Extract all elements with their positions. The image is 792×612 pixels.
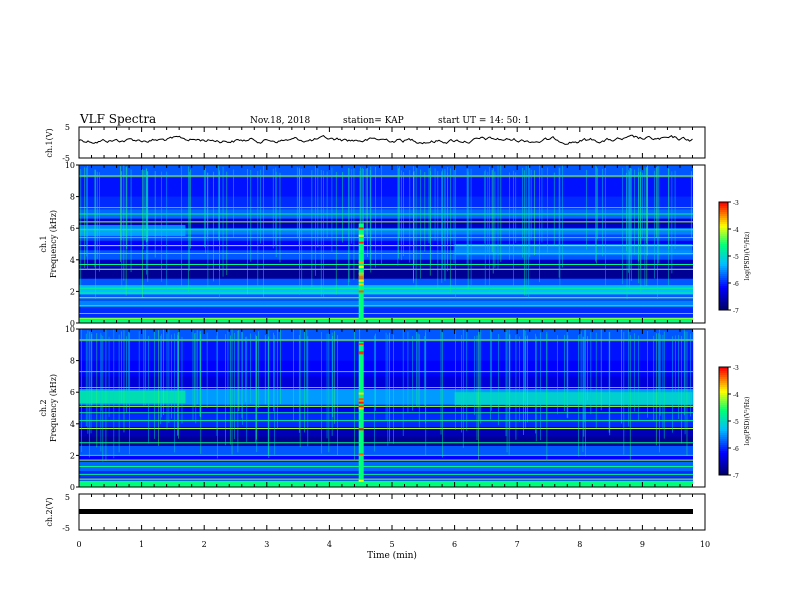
ch2-waveform-panel: ch.2(V) 5 -5: [45, 493, 706, 533]
ch2-spectrogram: [79, 329, 705, 487]
xtick-label: 2: [202, 540, 207, 549]
colorbar-tick-label: -6: [733, 446, 739, 453]
xtick-label: 8: [577, 540, 582, 549]
ch1-waveform-line: [78, 134, 693, 145]
xtick-label: 4: [327, 540, 332, 549]
ch2-spec-ylabel: Frequency (kHz): [49, 374, 58, 442]
ch1-wave-ytick-bottom: -5: [62, 154, 70, 163]
ytick-label: 8: [70, 193, 75, 202]
colorbar-tick-label: -5: [733, 254, 739, 261]
xtick-label: 0: [76, 540, 81, 549]
ch1-waveform-panel: ch.1(V) 5 -5: [45, 123, 706, 163]
ytick-label: 0: [70, 483, 75, 492]
ch1-spectrogram-panel: ch.1 Frequency (kHz) 0 2 4 6 8 10: [39, 161, 706, 328]
ch2-waveform-line: [79, 509, 693, 514]
xtick-label: 5: [389, 540, 394, 549]
colorbar-tick-label: -7: [733, 308, 739, 315]
xtick-label: 1: [139, 540, 144, 549]
xtick-label: 9: [640, 540, 645, 549]
ch1-spec-yticks: 0 2 4 6 8 10: [65, 161, 79, 328]
colorbar-tick-label: -3: [733, 200, 739, 207]
ch2-wave-ytick-bottom: -5: [62, 524, 70, 533]
ch1-colorbar: -3 -4 -5 -6 -7 log(PSD)(V²/Hz): [718, 200, 751, 315]
ytick-label: 6: [70, 388, 75, 397]
ytick-label: 2: [70, 287, 75, 296]
ch2-spectrogram-panel: ch.2 Frequency (kHz) 0 2 4 6 8 10: [39, 325, 706, 492]
colorbar-tick-label: -4: [733, 227, 739, 234]
ytick-label: 2: [70, 451, 75, 460]
ch1-spec-channel-label: ch.1: [39, 235, 48, 252]
ch1-spectrogram: [79, 165, 705, 323]
start-ut-label: start UT = 14: 50: 1: [438, 116, 530, 126]
time-axis-label: Time (min): [367, 550, 417, 561]
ch1-wave-ylabel: ch.1(V): [45, 128, 54, 157]
ytick-label: 8: [70, 357, 75, 366]
date-label: Nov.18, 2018: [250, 116, 311, 126]
colorbar-label: log(PSD)(V²/Hz): [744, 397, 751, 446]
xtick-label: 3: [264, 540, 269, 549]
colorbar-tick-label: -7: [733, 473, 739, 480]
xtick-label: 7: [515, 540, 520, 549]
colorbar-tick-label: -6: [733, 281, 739, 288]
ch2-spec-channel-label: ch.2: [39, 399, 48, 416]
xtick-label: 6: [452, 540, 457, 549]
ch2-wave-ytick-top: 5: [65, 493, 70, 502]
ytick-label: 6: [70, 224, 75, 233]
figure-title: VLF Spectra: [79, 112, 156, 126]
ch1-wave-ytick-top: 5: [65, 123, 70, 132]
ytick-label: 10: [65, 161, 75, 170]
colorbar-tick-label: -4: [733, 392, 739, 399]
ytick-label: 0: [70, 319, 75, 328]
colorbar-tick-label: -5: [733, 419, 739, 426]
ch1-spec-ylabel: Frequency (kHz): [49, 210, 58, 278]
ytick-label: 4: [70, 256, 75, 265]
ch2-colorbar: -3 -4 -5 -6 -7 log(PSD)(V²/Hz): [718, 365, 751, 480]
colorbar-tick-label: -3: [733, 365, 739, 372]
ytick-label: 4: [70, 420, 75, 429]
xtick-label: 10: [700, 540, 710, 549]
time-axis: 0 1 2 3 4 5 6 7 8 9 10: [76, 127, 710, 549]
ch2-wave-ylabel: ch.2(V): [45, 497, 54, 526]
colorbar-label: log(PSD)(V²/Hz): [744, 232, 751, 281]
ch2-spec-yticks: 0 2 4 6 8 10: [65, 325, 79, 492]
station-label: station= KAP: [343, 116, 404, 126]
ytick-label: 10: [65, 325, 75, 334]
